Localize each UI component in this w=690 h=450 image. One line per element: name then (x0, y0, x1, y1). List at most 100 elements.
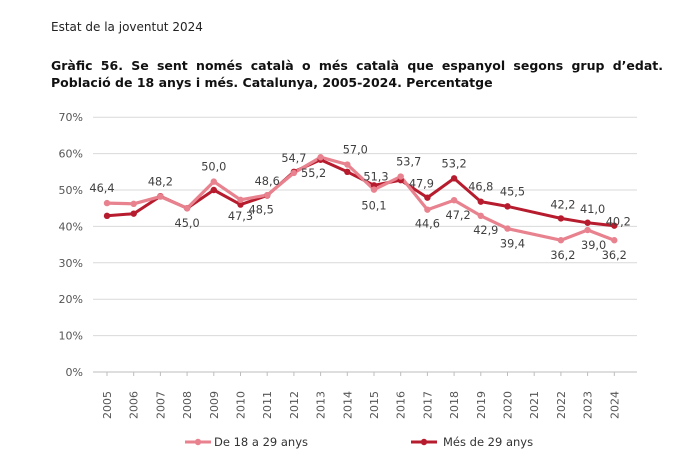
data-point (504, 225, 511, 232)
data-point (130, 210, 137, 217)
data-point (344, 161, 351, 168)
data-label: 42,2 (550, 198, 575, 211)
x-tick-label: 2023 (582, 391, 595, 419)
x-tick-label: 2007 (154, 391, 167, 419)
data-point (370, 186, 378, 193)
chart-title: Gràfic 56. Se sent només català o més ca… (51, 58, 663, 90)
y-tick-label: 60% (59, 148, 83, 161)
x-tick-label: 2012 (288, 391, 301, 419)
data-label: 47,3 (228, 210, 253, 223)
data-point (611, 237, 618, 244)
data-label: 36,2 (550, 249, 575, 262)
data-label: 48,6 (255, 175, 280, 188)
data-point (557, 237, 565, 244)
data-point (450, 196, 458, 204)
data-label: 55,2 (301, 167, 326, 180)
data-point (210, 178, 217, 185)
data-point (611, 222, 618, 229)
data-point (424, 206, 431, 213)
x-tick-label: 2016 (395, 391, 408, 419)
x-tick-label: 2008 (181, 391, 194, 419)
data-label: 39,4 (500, 238, 525, 251)
data-point (584, 226, 591, 234)
data-label: 45,5 (500, 185, 525, 198)
data-point (103, 212, 111, 220)
x-tick-label: 2011 (261, 391, 274, 419)
x-tick-label: 2024 (608, 391, 621, 419)
legend-swatch-marker (194, 438, 202, 446)
y-tick-label: 20% (59, 293, 83, 306)
data-label: 53,7 (396, 156, 421, 169)
legend: De 18 a 29 anys Més de 29 anys (185, 435, 533, 449)
x-axis: 2005 2006 2007 2008 2009 2010 2011 2012 2013 2014… (101, 372, 621, 419)
data-point (557, 215, 565, 222)
y-tick-label: 70% (59, 111, 83, 124)
data-point (477, 212, 484, 220)
data-point (103, 199, 111, 207)
y-tick-label: 50% (59, 184, 83, 197)
data-point (290, 169, 298, 177)
data-label: 50,0 (201, 161, 226, 174)
x-tick-label: 2009 (208, 391, 221, 419)
y-tick-label: 10% (59, 330, 83, 343)
data-point (264, 191, 271, 199)
data-label: 47,2 (446, 209, 471, 222)
data-point (504, 203, 511, 210)
data-point (424, 194, 431, 201)
legend-swatch-marker (420, 438, 428, 446)
data-point (477, 198, 484, 205)
series-line (105, 158, 616, 228)
data-label: 40,2 (606, 216, 631, 229)
data-label: 46,8 (468, 181, 493, 194)
data-point (450, 175, 458, 182)
data-label: 47,9 (409, 178, 434, 191)
x-tick-label: 2018 (448, 391, 461, 419)
data-label: 57,0 (343, 144, 368, 157)
x-tick-label: 2015 (368, 391, 381, 419)
x-tick-label: 2014 (341, 391, 354, 419)
series-points (103, 154, 618, 244)
data-point (183, 205, 191, 212)
data-point (344, 168, 351, 175)
legend-label: De 18 a 29 anys (214, 435, 308, 449)
x-tick-label: 2021 (528, 391, 541, 419)
data-point (237, 196, 244, 204)
x-tick-label: 2022 (555, 391, 568, 419)
y-axis: 0% 10% 20% 30% 40% 50% 60% 70% (59, 111, 83, 379)
x-tick-label: 2010 (235, 391, 248, 419)
report-header: Estat de la joventut 2024 (51, 20, 203, 34)
x-tick-label: 2005 (101, 391, 114, 419)
x-tick-label: 2020 (502, 391, 515, 419)
data-label: 44,6 (415, 218, 440, 231)
y-tick-label: 0% (66, 366, 83, 379)
x-tick-label: 2017 (421, 391, 434, 419)
x-tick-label: 2013 (315, 391, 328, 419)
data-label: 54,7 (281, 152, 306, 165)
data-label: 48,2 (148, 176, 173, 189)
data-point (157, 193, 164, 200)
data-point (130, 200, 137, 208)
data-point (210, 186, 217, 194)
data-label: 42,9 (473, 224, 498, 237)
data-label: 53,2 (442, 157, 467, 170)
data-labels: 46,4 48,2 50,0 47,3 48,654,7 57,0 50,1 53,7 44,6… (89, 144, 630, 263)
data-point (317, 154, 324, 161)
gridlines (93, 116, 637, 373)
data-label: 36,2 (602, 249, 627, 262)
data-label: 46,4 (89, 182, 114, 195)
data-label: 45,0 (175, 217, 200, 230)
data-label: 41,0 (580, 203, 605, 216)
data-label: 48,5 (249, 203, 274, 216)
x-tick-label: 2006 (128, 391, 141, 419)
data-label: 39,0 (581, 239, 606, 252)
x-tick-label: 2019 (475, 391, 488, 419)
data-label: 50,1 (361, 200, 386, 213)
y-tick-label: 30% (59, 257, 83, 270)
data-point (237, 201, 244, 208)
data-label: 51,3 (363, 170, 388, 183)
data-point (397, 173, 404, 180)
legend-label: Més de 29 anys (443, 435, 533, 449)
data-point (584, 219, 591, 226)
y-tick-label: 40% (59, 220, 83, 233)
